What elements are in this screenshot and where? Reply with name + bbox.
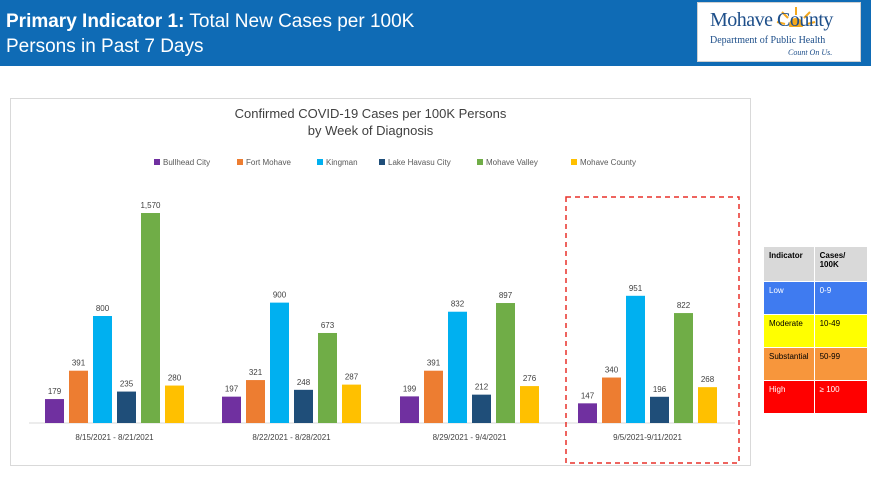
chart-frame: Confirmed COVID-19 Cases per 100K Person… — [10, 98, 751, 466]
sun-icon — [776, 7, 816, 27]
header-banner: Primary Indicator 1: Total New Cases per… — [0, 0, 871, 66]
bar-chart: Confirmed COVID-19 Cases per 100K Person… — [29, 106, 740, 464]
indicator-level: High — [763, 380, 815, 414]
legend-swatch — [154, 159, 160, 165]
indicator-table-header: Indicator Cases/ 100K — [763, 246, 869, 282]
title-rest: Total New Cases per 100K — [184, 11, 415, 32]
bar — [342, 384, 361, 423]
data-label: 287 — [345, 373, 359, 382]
bar — [448, 311, 467, 423]
indicator-row: High ≥ 100 — [763, 380, 869, 414]
category-label: 8/15/2021 - 8/21/2021 — [75, 433, 154, 442]
bar — [626, 295, 645, 423]
indicator-range: 0-9 — [813, 281, 869, 315]
indicator-level: Low — [763, 281, 815, 315]
data-label: 832 — [451, 300, 465, 309]
legend-label: Mohave County — [580, 158, 636, 167]
legend-label: Mohave Valley — [486, 158, 538, 167]
data-label: 800 — [96, 304, 110, 313]
data-label: 235 — [120, 380, 134, 389]
bar — [93, 316, 112, 423]
data-label: 673 — [321, 321, 335, 330]
highlight-box — [565, 196, 740, 464]
data-label: 212 — [475, 383, 489, 392]
bar — [400, 396, 419, 423]
title-bold: Primary Indicator 1: — [6, 11, 185, 32]
logo-name: Mohave County — [710, 9, 833, 31]
data-label: 280 — [168, 374, 182, 383]
bar — [294, 389, 313, 423]
data-label: 391 — [427, 359, 441, 368]
bar — [222, 396, 241, 423]
data-label: 197 — [225, 385, 239, 394]
legend-label: Lake Havasu City — [388, 158, 451, 167]
indicator-level: Substantial — [763, 347, 815, 381]
data-label: 340 — [605, 366, 619, 375]
bar — [165, 385, 184, 423]
cases-header: Cases/ 100K — [813, 246, 869, 282]
data-label: 147 — [581, 391, 595, 400]
chart-subtitle: by Week of Diagnosis — [308, 123, 434, 138]
page-title: Primary Indicator 1: Total New Cases per… — [6, 9, 414, 59]
data-label: 391 — [72, 359, 86, 368]
data-label: 248 — [297, 378, 311, 387]
legend-swatch — [237, 159, 243, 165]
legend-swatch — [379, 159, 385, 165]
data-label: 276 — [523, 374, 537, 383]
bar — [424, 370, 443, 423]
bar — [674, 313, 693, 423]
data-label: 951 — [629, 284, 643, 293]
county-logo: Mohave County Department of Public Healt… — [697, 2, 861, 62]
title-line2: Persons in Past 7 Days — [6, 36, 204, 57]
indicator-table: Indicator Cases/ 100K Low 0-9 Moderate 1… — [763, 246, 869, 414]
logo-dept: Department of Public Health — [710, 35, 826, 46]
legend-swatch — [571, 159, 577, 165]
bar — [698, 387, 717, 423]
data-label: 321 — [249, 368, 263, 377]
logo-tagline: Count On Us. — [788, 48, 833, 57]
indicator-row: Low 0-9 — [763, 281, 869, 315]
data-label: 199 — [403, 384, 417, 393]
bar — [45, 399, 64, 423]
indicator-level: Moderate — [763, 314, 815, 348]
bar — [650, 396, 669, 423]
category-label: 8/29/2021 - 9/4/2021 — [433, 433, 507, 442]
indicator-range: ≥ 100 — [813, 380, 869, 414]
indicator-header: Indicator — [763, 246, 815, 282]
bar — [472, 394, 491, 423]
bar — [520, 386, 539, 423]
bar — [141, 213, 160, 423]
bar — [496, 303, 515, 423]
legend-swatch — [477, 159, 483, 165]
data-label: 179 — [48, 387, 62, 396]
bar — [578, 403, 597, 423]
data-label: 897 — [499, 291, 513, 300]
data-label: 1,570 — [140, 201, 161, 210]
indicator-row: Substantial 50-99 — [763, 347, 869, 381]
data-label: 822 — [677, 301, 691, 310]
legend-label: Kingman — [326, 158, 358, 167]
bar — [69, 370, 88, 423]
indicator-range: 50-99 — [813, 347, 869, 381]
legend-label: Fort Mohave — [246, 158, 291, 167]
indicator-row: Moderate 10-49 — [763, 314, 869, 348]
category-label: 9/5/2021-9/11/2021 — [613, 433, 682, 442]
data-label: 268 — [701, 375, 715, 384]
bar — [602, 377, 621, 423]
indicator-range: 10-49 — [813, 314, 869, 348]
bar — [246, 380, 265, 423]
bar — [318, 332, 337, 423]
legend-swatch — [317, 159, 323, 165]
bar — [117, 391, 136, 423]
legend-label: Bullhead City — [163, 158, 210, 167]
bar — [270, 302, 289, 423]
data-label: 900 — [273, 291, 287, 300]
category-label: 8/22/2021 - 8/28/2021 — [252, 433, 331, 442]
data-label: 196 — [653, 385, 667, 394]
chart-title: Confirmed COVID-19 Cases per 100K Person… — [235, 106, 507, 121]
